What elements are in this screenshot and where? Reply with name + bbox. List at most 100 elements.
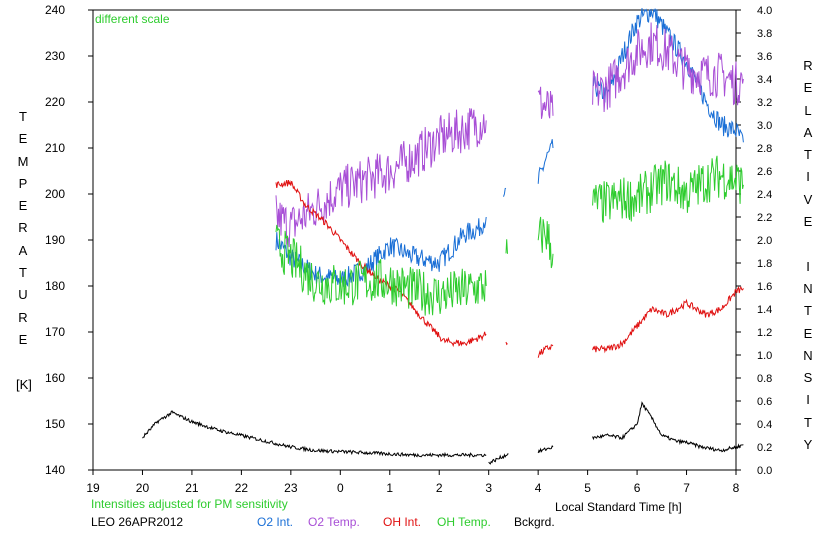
o2-temp-line — [275, 108, 487, 248]
y-right-tick-label: 3.6 — [757, 51, 772, 63]
o2-int-line — [503, 187, 507, 197]
y-left-tick-label: 140 — [45, 463, 65, 477]
y-right-tick-label: 2.4 — [757, 189, 772, 201]
x-axis: 19 20 21 22 23 0 1 2 3 4 5 6 7 8 — [86, 470, 740, 495]
bckgrd-line — [592, 401, 744, 453]
y-right-tick-label: 0.2 — [757, 442, 772, 454]
oh-int-line — [592, 286, 744, 354]
y-left-tick-label: 170 — [45, 325, 65, 339]
bckgrd-line — [537, 444, 554, 454]
y-right-tick-label: 2.2 — [757, 212, 772, 224]
y-right-label-char: T — [804, 414, 812, 430]
y-left-tick-label: 240 — [45, 3, 65, 17]
y-right-tick-label: 3.2 — [757, 97, 772, 109]
o2-temp-line — [592, 22, 744, 113]
y-left-label-char — [16, 351, 30, 373]
y-right-label-char: I — [806, 392, 810, 408]
y-left-label-char: R — [18, 309, 28, 325]
x-tick-label: 5 — [584, 481, 591, 495]
y-right-tick-label: 0.0 — [757, 465, 772, 477]
x-axis-label: Local Standard Time [h] — [555, 500, 682, 514]
y-right-tick-label: 2.0 — [757, 235, 772, 247]
legend-item: Bckgrd. — [514, 515, 555, 529]
y-right-label-char: L — [804, 102, 812, 118]
bckgrd-line — [142, 410, 487, 459]
y-left-label-char: T — [19, 265, 27, 281]
y-left-label-char: T — [19, 109, 27, 124]
y-right-tick-label: 4.0 — [757, 5, 772, 17]
y-right-label-char: I — [806, 169, 810, 185]
y-right-label-char: R — [803, 58, 813, 73]
y-right-label-char: E — [803, 80, 813, 96]
y-left-label-char: U — [18, 287, 28, 303]
y-right-label-char: S — [803, 370, 813, 386]
y-left-tick-label: 180 — [45, 279, 65, 293]
y-left-tick-label: 230 — [45, 49, 65, 63]
y-left-label-char: E — [18, 198, 28, 214]
oh-temp-line — [275, 224, 487, 316]
y-left-tick-label: 190 — [45, 233, 65, 247]
oh-int-line — [505, 341, 508, 346]
y-right-tick-label: 1.4 — [757, 304, 772, 316]
x-tick-label: 3 — [485, 481, 492, 495]
y-right-tick-label: 1.8 — [757, 258, 772, 270]
y-right-label-char: V — [803, 191, 813, 207]
annotation-bottom: Intensities adjusted for PM sensitivity — [91, 497, 288, 511]
legend-item: O2 Int. — [257, 515, 294, 529]
x-tick-label: 2 — [436, 481, 443, 495]
x-tick-label: 19 — [86, 481, 100, 495]
y-right-label-char: E — [803, 214, 813, 230]
y-right-label-char — [801, 233, 815, 255]
x-tick-label: 6 — [634, 481, 641, 495]
y-left-tick-label: 220 — [45, 95, 65, 109]
y-left-label-char: E — [18, 331, 28, 347]
y-axis-right: 0.0 0.2 0.4 0.6 0.8 1.0 1.2 1.4 1.6 1.8 2.0 2.2 2.4 2… — [736, 5, 772, 477]
y-left-tick-label: 150 — [45, 417, 65, 431]
bckgrd-line — [488, 453, 509, 465]
series-group — [142, 8, 744, 465]
y-right-tick-label: 1.2 — [757, 327, 772, 339]
annotation-top: different scale — [95, 12, 170, 26]
y-right-label-char: N — [803, 280, 813, 296]
y-left-tick-label: 200 — [45, 187, 65, 201]
y-right-tick-label: 1.6 — [757, 281, 772, 293]
y-right-label-char: A — [803, 124, 813, 140]
y-left-label-char: E — [18, 131, 28, 147]
y-right-tick-label: 2.6 — [757, 166, 772, 178]
oh-temp-line — [592, 155, 744, 223]
y-left-label-char: R — [18, 220, 28, 236]
oh-temp-line — [537, 216, 554, 269]
o2-temp-line — [537, 86, 554, 119]
x-tick-label: 20 — [136, 481, 150, 495]
x-tick-label: 21 — [185, 481, 199, 495]
x-tick-label: 8 — [733, 481, 740, 495]
y-right-label-char: T — [804, 303, 812, 319]
y-right-tick-label: 3.4 — [757, 74, 772, 86]
x-tick-label: 4 — [535, 481, 542, 495]
y-left-label-char: M — [17, 153, 29, 169]
x-tick-label: 0 — [337, 481, 344, 495]
plot-frame — [92, 9, 737, 471]
y-right-tick-label: 1.0 — [757, 350, 772, 362]
y-right-tick-label: 0.8 — [757, 373, 772, 385]
oh-temp-line — [505, 239, 508, 254]
y-right-tick-label: 3.0 — [757, 120, 772, 132]
station-date: LEO 26APR2012 — [91, 515, 184, 529]
x-tick-label: 23 — [284, 481, 298, 495]
legend-item: OH Int. — [383, 515, 422, 529]
y-right-tick-label: 0.4 — [757, 419, 772, 431]
y-left-label-char: P — [18, 175, 28, 191]
legend-item: O2 Temp. — [308, 515, 360, 529]
legend-item: OH Temp. — [437, 515, 491, 529]
y-right-label-char: T — [804, 147, 812, 163]
y-right-label-char: Y — [803, 437, 813, 453]
oh-int-line — [537, 344, 554, 358]
y-right-tick-label: 0.6 — [757, 396, 772, 408]
y-left-tick-label: 210 — [45, 141, 65, 155]
y-right-label-char: I — [806, 258, 810, 274]
y-right-tick-label: 3.8 — [757, 28, 772, 40]
y-right-tick-label: 2.8 — [757, 143, 772, 155]
y-right-label-char: E — [803, 325, 813, 341]
